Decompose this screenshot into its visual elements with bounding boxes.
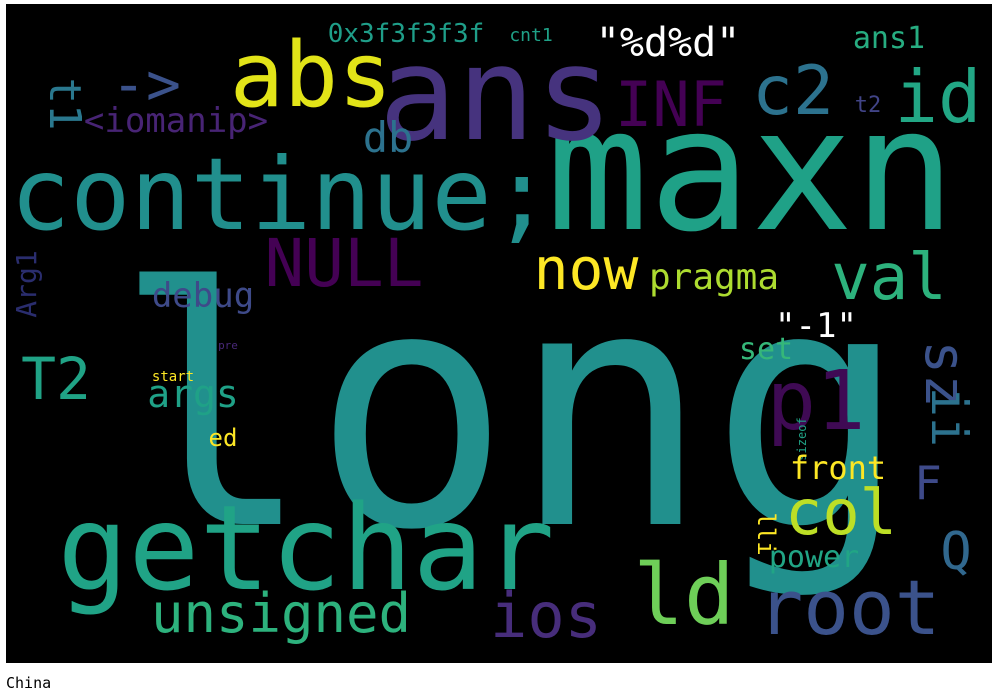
word-7: INF: [615, 68, 727, 141]
word-41: unsigned: [151, 582, 411, 645]
word-37: col: [785, 476, 897, 549]
word-18: NULL: [265, 225, 424, 302]
word-35: front: [790, 449, 886, 487]
word-5: ans: [379, 18, 614, 170]
word-43: ld: [633, 546, 734, 644]
word-13: ans1: [853, 21, 925, 56]
word-11: 0x3f3f3f3f: [328, 19, 485, 49]
word-34: sizeof: [795, 417, 809, 460]
word-44: root: [757, 563, 940, 652]
word-25: sz: [912, 340, 977, 407]
word-30: set: [739, 332, 793, 367]
word-33: ed: [209, 424, 238, 452]
word-2: continue;: [10, 136, 552, 253]
word-27: args: [147, 372, 239, 416]
word-24: "-1": [775, 306, 857, 346]
word-12: cnt1: [509, 25, 552, 46]
word-3: getchar: [57, 479, 554, 617]
word-20: pragma: [649, 257, 779, 298]
word-4: abs: [230, 23, 393, 128]
word-6: ->: [111, 50, 181, 118]
word-17: t2: [855, 93, 882, 118]
word-14: t1: [39, 78, 90, 131]
word-10: "%d%d": [596, 20, 741, 66]
word-9: id: [895, 55, 982, 139]
word-39: power: [769, 540, 859, 575]
word-26: T2: [21, 345, 91, 413]
word-36: F: [914, 456, 942, 510]
word-38: lli: [752, 512, 780, 555]
word-cloud: long maxn continue; getchar abs ans -> INF c2 id "…: [6, 4, 992, 663]
word-40: Q: [940, 522, 971, 582]
word-8: c2: [752, 52, 834, 131]
word-0: long: [114, 218, 909, 602]
word-16: db: [363, 113, 414, 162]
word-42: ios: [490, 579, 602, 652]
word-19: now: [534, 235, 639, 303]
word-22: debug: [152, 276, 254, 316]
word-23: Arg1: [10, 250, 43, 317]
word-28: pre: [218, 339, 238, 352]
word-15: <iomanip>: [84, 101, 268, 141]
word-31: p1: [767, 354, 866, 449]
caption: China: [6, 674, 52, 692]
word-29: start: [152, 369, 194, 385]
word-21: val: [831, 241, 947, 315]
word-1: maxn: [546, 72, 955, 270]
word-32: ii: [920, 387, 978, 447]
